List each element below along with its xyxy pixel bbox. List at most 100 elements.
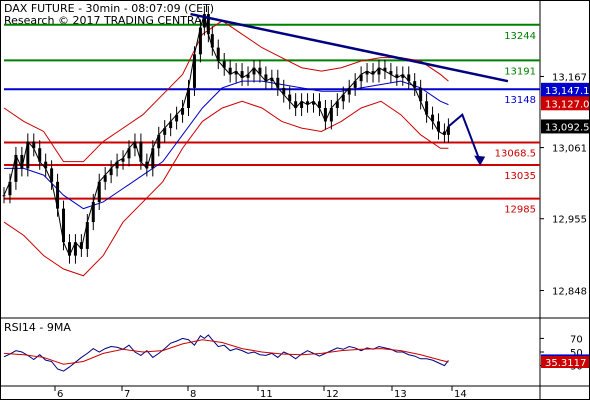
candle-body — [73, 242, 77, 256]
candle-body — [234, 71, 238, 75]
level-label-13035: 13035 — [504, 171, 536, 182]
forecast-arrow-head — [474, 155, 486, 166]
candle-body — [115, 161, 119, 169]
price-badge-label-13,092.5: 13,092.5 — [545, 122, 590, 133]
resistance-trendline — [190, 12, 509, 83]
candle-body — [2, 195, 6, 197]
candle-body — [50, 168, 54, 182]
bollinger-upper-line — [3, 20, 449, 163]
price-tick-label-12,955: 12,955 — [552, 215, 587, 226]
candle-body — [347, 87, 351, 95]
candle-body — [446, 126, 450, 135]
candle-body — [276, 77, 280, 88]
price-badge-label-13,147.1: 13,147.1 — [545, 86, 590, 97]
candle-body — [20, 154, 24, 169]
moving-average-line — [4, 80, 449, 210]
rsi-badge-label-35.3117: 35.3117 — [545, 358, 586, 369]
bollinger-lower-line — [3, 100, 449, 277]
candle-body — [228, 67, 232, 75]
rsi-series-9MA — [3, 339, 449, 365]
rsi-series-RSI14 — [3, 334, 449, 372]
price-badge — [541, 96, 589, 111]
candle-body — [258, 67, 262, 75]
price-tick-label-12,848: 12,848 — [552, 287, 587, 298]
candle-body — [169, 121, 173, 129]
candle-body — [442, 131, 446, 135]
candle-body — [329, 108, 333, 122]
time-tick-label-6: 6 — [57, 389, 63, 400]
candle-body — [431, 114, 435, 122]
candle-body — [377, 67, 381, 75]
candle-body — [353, 81, 357, 88]
candle-body — [323, 108, 327, 122]
candle-body — [216, 47, 220, 62]
candle-body — [312, 101, 316, 105]
candle-body — [192, 54, 196, 88]
candle-body — [270, 77, 274, 82]
candle-body — [246, 74, 250, 78]
rsi-tick-label-70: 70 — [570, 334, 583, 345]
price-line — [3, 13, 449, 257]
candle-body — [97, 181, 101, 202]
candle-body — [163, 128, 167, 135]
candle-body — [198, 27, 202, 55]
level-label-13191: 13191 — [504, 66, 536, 77]
candle-body — [56, 181, 60, 209]
candle-body — [109, 168, 113, 176]
candle-body — [252, 67, 256, 75]
candle-body — [32, 141, 36, 149]
candle-body — [175, 114, 179, 122]
candle-body — [282, 87, 286, 95]
candle-body — [151, 148, 155, 169]
candle-body — [306, 101, 310, 105]
level-label-12985: 12985 — [504, 205, 536, 216]
candle-body — [85, 222, 89, 249]
time-tick-label-13: 13 — [394, 389, 407, 400]
candle-body — [62, 208, 66, 243]
candle-body — [187, 87, 191, 108]
candle-body — [121, 158, 125, 162]
candle-body — [67, 242, 71, 256]
candle-body — [359, 74, 363, 82]
candle-body — [413, 81, 417, 88]
rsi-tick-label-50: 50 — [570, 348, 583, 359]
candle-body — [341, 94, 345, 102]
rsi-title: RSI14 - 9MA — [4, 321, 71, 334]
candle-body — [38, 148, 42, 162]
candle-body — [103, 175, 107, 182]
candle-body — [401, 74, 405, 78]
price-badge-label-13,127.0: 13,127.0 — [545, 99, 590, 110]
level-label-13244: 13244 — [504, 31, 536, 42]
candle-body — [157, 134, 161, 149]
chart-title: DAX FUTURE - 30min - 08:07:09 (CET) — [4, 2, 215, 15]
candle-body — [206, 14, 210, 35]
candle-body — [371, 71, 375, 75]
candle-body — [181, 108, 185, 115]
candle-body — [365, 71, 369, 75]
candle-body — [222, 61, 226, 68]
level-label-13068.5: 13068.5 — [495, 149, 536, 160]
time-tick-label-8: 8 — [190, 389, 196, 400]
time-tick-label-12: 12 — [326, 389, 339, 400]
price-badge — [541, 82, 589, 97]
candle-body — [419, 87, 423, 102]
candle-body — [91, 201, 95, 223]
candle-body — [300, 101, 304, 108]
candle-body — [139, 141, 143, 162]
candle-body — [127, 148, 131, 159]
candle-body — [294, 101, 298, 108]
price-tick-label-13,061: 13,061 — [552, 144, 587, 155]
forecast-arrow-line — [447, 113, 482, 163]
candle-body — [210, 34, 214, 48]
level-label-13148: 13148 — [504, 95, 536, 106]
candle-body — [14, 154, 18, 182]
candle-body — [288, 94, 292, 102]
candle-body — [383, 67, 387, 72]
candle-body — [395, 74, 399, 78]
candle-body — [8, 181, 12, 196]
time-tick-label-7: 7 — [124, 389, 130, 400]
candle-body — [145, 161, 149, 169]
candle-body — [44, 161, 48, 169]
